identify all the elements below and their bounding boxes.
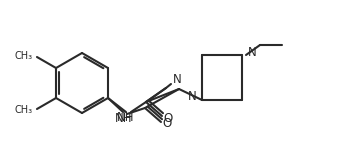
Text: NH: NH: [117, 111, 135, 124]
Text: N: N: [173, 73, 182, 86]
Text: N: N: [188, 89, 197, 103]
Text: N: N: [248, 46, 257, 59]
Text: CH₃: CH₃: [15, 105, 33, 115]
Text: O: O: [163, 111, 172, 125]
Text: O: O: [162, 117, 172, 129]
Text: CH₃: CH₃: [15, 51, 33, 61]
Text: NH: NH: [115, 111, 133, 125]
